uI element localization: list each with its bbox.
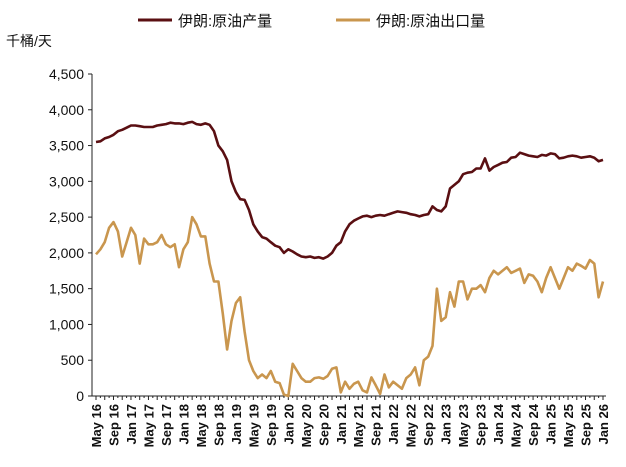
series-line-exports — [95, 215, 605, 398]
series-lines — [95, 120, 605, 398]
x-tick-label: Jan 19 — [229, 404, 244, 444]
x-tick-label: Jan 22 — [386, 404, 401, 444]
x-tick-label: May 22 — [404, 404, 419, 447]
y-tick-label: 1,000 — [49, 316, 84, 332]
y-tick-label: 0 — [76, 388, 84, 404]
x-tick-label: May 23 — [456, 404, 471, 447]
y-tick-label: 500 — [61, 352, 85, 368]
x-tick-label: Sep 16 — [106, 404, 121, 446]
x-tick-label: May 18 — [194, 404, 209, 447]
x-tick-label: Jan 20 — [281, 404, 296, 444]
x-tick-label: Sep 18 — [211, 404, 226, 446]
x-tick-label: Sep 17 — [159, 404, 174, 446]
x-tick-label: Sep 23 — [474, 404, 489, 446]
x-tick-label: Sep 21 — [369, 404, 384, 446]
y-tick-label: 2,500 — [49, 209, 84, 225]
x-tick-label: May 16 — [89, 404, 104, 447]
x-tick-label: Jan 17 — [124, 404, 139, 444]
y-axis-unit-label: 千桶/天 — [6, 33, 52, 49]
x-tick-label: May 17 — [141, 404, 156, 447]
series-line-production — [95, 120, 604, 260]
y-tick-label: 2,000 — [49, 245, 84, 261]
y-tick-label: 4,500 — [49, 66, 84, 82]
y-tick-label: 3,000 — [49, 173, 84, 189]
x-tick-label: Sep 20 — [316, 404, 331, 446]
legend: 伊朗:原油产量 伊朗:原油出口量 — [138, 13, 485, 30]
y-tick-label: 3,500 — [49, 138, 84, 154]
x-tick-label: Sep 22 — [421, 404, 436, 446]
x-tick-label: May 20 — [299, 404, 314, 447]
y-tick-label: 1,500 — [49, 281, 84, 297]
x-tick-label: Jan 18 — [176, 404, 191, 444]
axes: 0 500 1,000 1,500 2,000 2,500 3,000 3,500 4,000 4… — [49, 66, 611, 447]
x-tick-label: May 24 — [509, 403, 524, 447]
x-tick-label: Jan 26 — [596, 404, 611, 444]
x-tick-label: Jan 21 — [334, 404, 349, 444]
x-tick-label: May 25 — [561, 404, 576, 447]
y-tick-label: 4,000 — [49, 102, 84, 118]
x-tick-label: Jan 23 — [439, 404, 454, 444]
x-tick-label: Jan 25 — [544, 404, 559, 444]
x-tick-label: Sep 19 — [264, 404, 279, 446]
x-tick-label: Jan 24 — [491, 403, 506, 444]
legend-label-exports: 伊朗:原油出口量 — [376, 13, 485, 30]
x-tick-label: Sep 24 — [526, 403, 541, 446]
x-tick-label: May 19 — [246, 404, 261, 447]
x-tick-label: Sep 25 — [579, 404, 594, 446]
x-tick-label: May 21 — [351, 404, 366, 447]
legend-label-production: 伊朗:原油产量 — [178, 13, 272, 30]
